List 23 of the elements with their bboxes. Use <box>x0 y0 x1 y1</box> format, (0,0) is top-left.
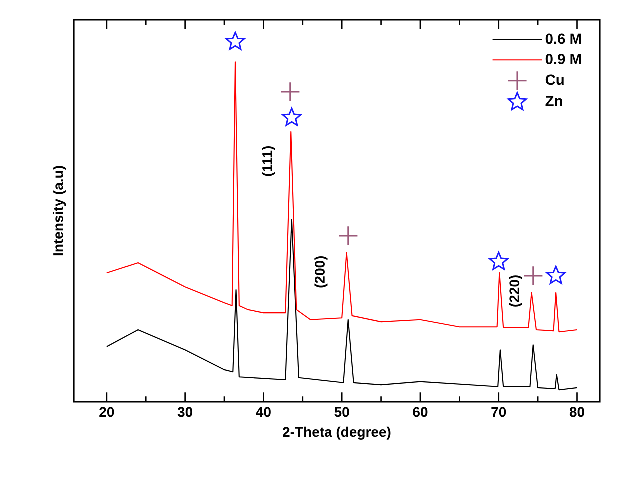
legend-label: 0.9 M <box>546 54 581 64</box>
x-tick-label: 40 <box>256 407 271 418</box>
point <box>489 252 508 270</box>
annotation: (200) <box>314 256 328 288</box>
annotation: (111) <box>262 146 276 176</box>
x-tick-label: 30 <box>178 407 193 418</box>
x-tick-label: 20 <box>100 407 114 418</box>
legend-label: Zn <box>546 96 562 106</box>
x-tick-label: 60 <box>413 407 428 418</box>
x-tick-label: 50 <box>334 407 350 418</box>
point <box>226 32 246 50</box>
point <box>338 226 358 246</box>
point <box>280 82 300 102</box>
point <box>546 266 566 284</box>
y-axis-title: Intensity (a.u) <box>53 166 66 256</box>
point <box>523 266 544 286</box>
x-axis-title: 2-Theta (degree) <box>283 426 391 440</box>
annotation: (220) <box>509 276 522 307</box>
x-tick-label: 80 <box>570 407 584 418</box>
x-tick-label: 70 <box>492 407 506 418</box>
legend-label: Cu <box>546 74 564 86</box>
legend-label: 0.6 M <box>546 34 581 44</box>
point <box>282 108 302 126</box>
